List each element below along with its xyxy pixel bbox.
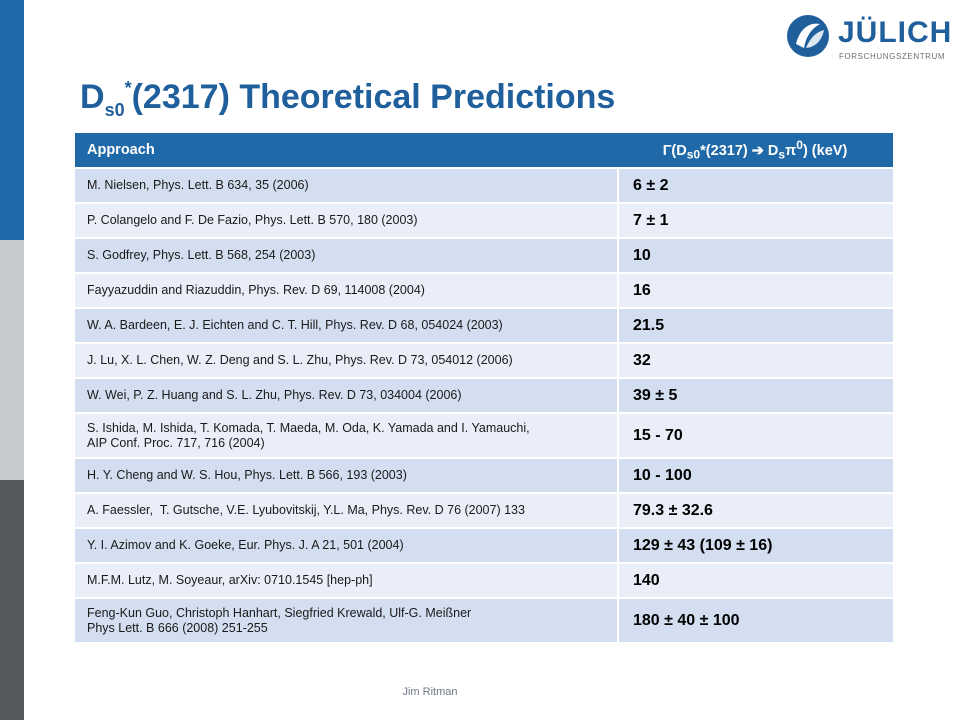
approach-cell: M. Nielsen, Phys. Lett. B 634, 35 (2006) [75, 167, 617, 202]
table-row: W. A. Bardeen, E. J. Eichten and C. T. H… [75, 307, 893, 342]
approach-line: M.F.M. Lutz, M. Soyeaur, arXiv: 0710.154… [87, 573, 373, 587]
width-cell: 79.3 ± 32.6 [617, 492, 893, 527]
approach-cell: H. Y. Cheng and W. S. Hou, Phys. Lett. B… [75, 457, 617, 492]
approach-line: A. Faessler, T. Gutsche, V.E. Lyubovitsk… [87, 503, 525, 517]
width-cell: 39 ± 5 [617, 377, 893, 412]
width-cell: 140 [617, 562, 893, 597]
approach-line: J. Lu, X. L. Chen, W. Z. Deng and S. L. … [87, 353, 513, 367]
approach-line: S. Ishida, M. Ishida, T. Komada, T. Maed… [87, 420, 530, 435]
approach-cell: S. Ishida, M. Ishida, T. Komada, T. Maed… [75, 412, 617, 457]
approach-cell: Fayyazuddin and Riazuddin, Phys. Rev. D … [75, 272, 617, 307]
title-main: D [80, 78, 105, 116]
approach-cell: W. A. Bardeen, E. J. Eichten and C. T. H… [75, 307, 617, 342]
approach-line: Phys Lett. B 666 (2008) 251-255 [87, 620, 268, 635]
width-cell: 180 ± 40 ± 100 [617, 597, 893, 642]
predictions-table: Approach Γ(Ds0*(2317) ➔ Dsπ0) (keV) M. N… [75, 133, 893, 642]
table-row: M.F.M. Lutz, M. Soyeaur, arXiv: 0710.154… [75, 562, 893, 597]
sidebar-segment-blue [0, 0, 24, 240]
table-row: J. Lu, X. L. Chen, W. Z. Deng and S. L. … [75, 342, 893, 377]
approach-line: Y. I. Azimov and K. Goeke, Eur. Phys. J.… [87, 538, 404, 552]
table-row: S. Godfrey, Phys. Lett. B 568, 254 (2003… [75, 237, 893, 272]
approach-line: Feng-Kun Guo, Christoph Hanhart, Siegfri… [87, 605, 472, 620]
width-cell: 16 [617, 272, 893, 307]
width-cell: 10 [617, 237, 893, 272]
footer-author: Jim Ritman [402, 686, 458, 698]
table-row: Fayyazuddin and Riazuddin, Phys. Rev. D … [75, 272, 893, 307]
approach-cell: M.F.M. Lutz, M. Soyeaur, arXiv: 0710.154… [75, 562, 617, 597]
width-cell: 21.5 [617, 307, 893, 342]
approach-cell: A. Faessler, T. Gutsche, V.E. Lyubovitsk… [75, 492, 617, 527]
table-row: M. Nielsen, Phys. Lett. B 634, 35 (2006)… [75, 167, 893, 202]
width-cell: 6 ± 2 [617, 167, 893, 202]
approach-line: AIP Conf. Proc. 717, 716 (2004) [87, 435, 265, 450]
approach-cell: P. Colangelo and F. De Fazio, Phys. Lett… [75, 202, 617, 237]
table-body: M. Nielsen, Phys. Lett. B 634, 35 (2006)… [75, 167, 893, 642]
approach-cell: S. Godfrey, Phys. Lett. B 568, 254 (2003… [75, 237, 617, 272]
table-row: P. Colangelo and F. De Fazio, Phys. Lett… [75, 202, 893, 237]
width-cell: 15 - 70 [617, 412, 893, 457]
column-header-decay-width: Γ(Ds0*(2317) ➔ Dsπ0) (keV) [617, 133, 893, 167]
title-rest: (2317) Theoretical Predictions [131, 78, 616, 116]
sidebar-segment-dark [0, 480, 24, 720]
approach-line: P. Colangelo and F. De Fazio, Phys. Lett… [87, 213, 418, 227]
approach-cell: J. Lu, X. L. Chen, W. Z. Deng and S. L. … [75, 342, 617, 377]
approach-line: M. Nielsen, Phys. Lett. B 634, 35 (2006) [87, 178, 309, 192]
approach-cell: Feng-Kun Guo, Christoph Hanhart, Siegfri… [75, 597, 617, 642]
table-header-row: Approach Γ(Ds0*(2317) ➔ Dsπ0) (keV) [75, 133, 893, 167]
table-row: Feng-Kun Guo, Christoph Hanhart, Siegfri… [75, 597, 893, 642]
julich-logo-subtitle: FORSCHUNGSZENTRUM [839, 52, 946, 61]
width-cell: 10 - 100 [617, 457, 893, 492]
approach-line: H. Y. Cheng and W. S. Hou, Phys. Lett. B… [87, 468, 407, 482]
approach-line: Fayyazuddin and Riazuddin, Phys. Rev. D … [87, 283, 425, 297]
table-row: A. Faessler, T. Gutsche, V.E. Lyubovitsk… [75, 492, 893, 527]
table-row: W. Wei, P. Z. Huang and S. L. Zhu, Phys.… [75, 377, 893, 412]
table-row: Y. I. Azimov and K. Goeke, Eur. Phys. J.… [75, 527, 893, 562]
width-cell: 129 ± 43 (109 ± 16) [617, 527, 893, 562]
julich-logo: JÜLICH FORSCHUNGSZENTRUM [786, 14, 951, 66]
sidebar-color-bar [0, 0, 24, 720]
title-subscript: s0 [104, 100, 125, 120]
julich-logo-mark-icon [787, 15, 829, 57]
title-superscript: * [124, 78, 132, 98]
approach-line: W. A. Bardeen, E. J. Eichten and C. T. H… [87, 318, 503, 332]
width-cell: 32 [617, 342, 893, 377]
approach-line: W. Wei, P. Z. Huang and S. L. Zhu, Phys.… [87, 388, 462, 402]
page-title: Ds0*(2317) Theoretical Predictions [80, 78, 615, 121]
approach-cell: W. Wei, P. Z. Huang and S. L. Zhu, Phys.… [75, 377, 617, 412]
sidebar-segment-light [0, 240, 24, 480]
column-header-approach: Approach [75, 133, 617, 167]
approach-line: S. Godfrey, Phys. Lett. B 568, 254 (2003… [87, 248, 316, 262]
table-row: H. Y. Cheng and W. S. Hou, Phys. Lett. B… [75, 457, 893, 492]
width-cell: 7 ± 1 [617, 202, 893, 237]
julich-logo-name: JÜLICH [838, 16, 953, 49]
approach-cell: Y. I. Azimov and K. Goeke, Eur. Phys. J.… [75, 527, 617, 562]
table-row: S. Ishida, M. Ishida, T. Komada, T. Maed… [75, 412, 893, 457]
